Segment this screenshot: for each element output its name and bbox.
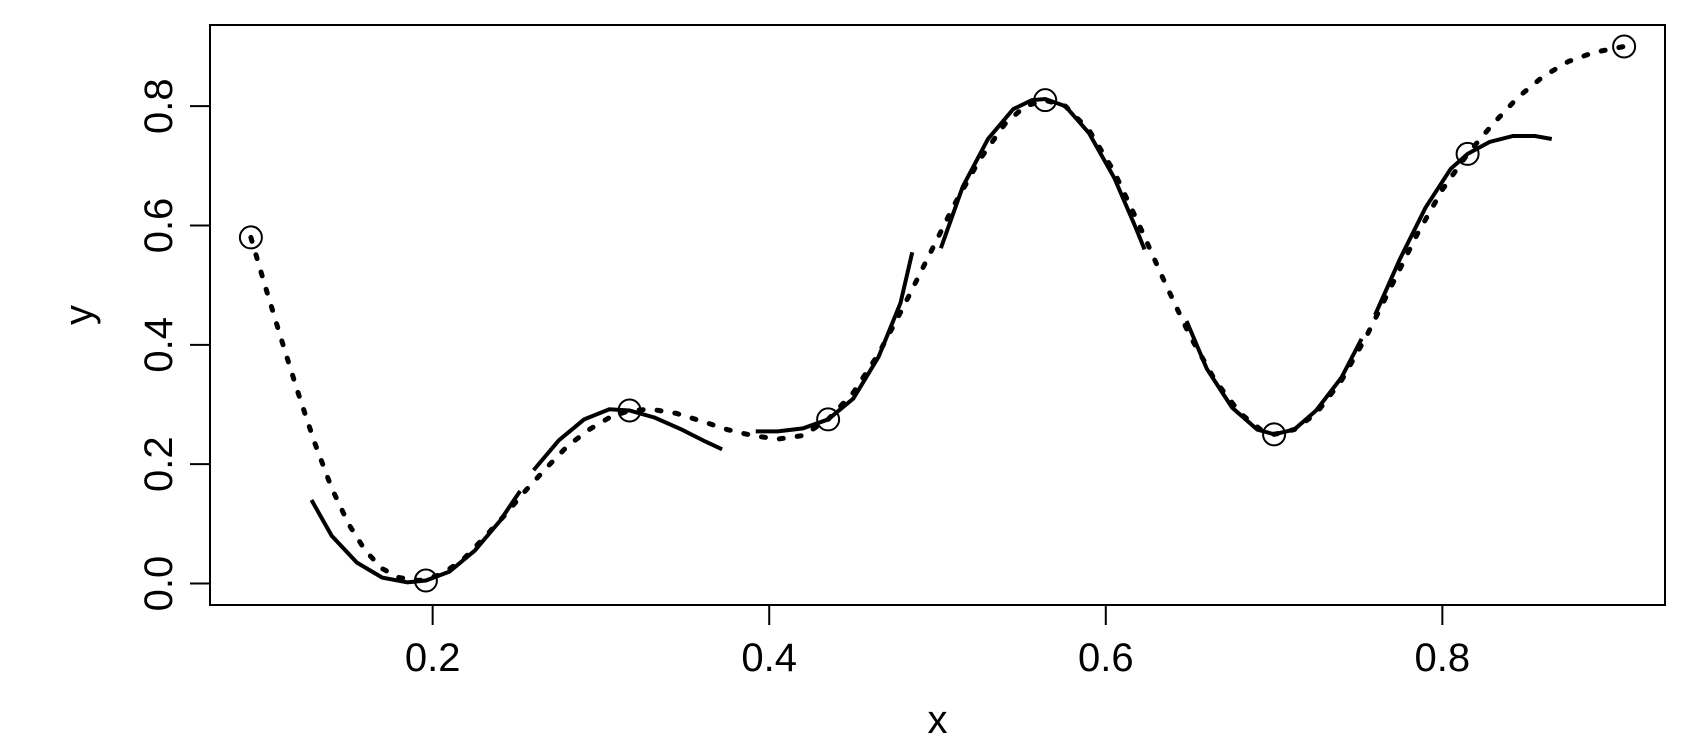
y-tick-label: 0.6 <box>137 198 181 254</box>
y-tick-label: 0.8 <box>137 78 181 134</box>
y-tick-label: 0.4 <box>137 317 181 373</box>
line-chart: 0.2 0.4 0.6 0.8 0.0 0.2 0.4 0.6 0.8 x y <box>0 0 1703 743</box>
chart-container: 0.2 0.4 0.6 0.8 0.0 0.2 0.4 0.6 0.8 x y <box>0 0 1703 743</box>
x-axis-label: x <box>928 698 948 742</box>
x-tick-label: 0.8 <box>1415 636 1471 680</box>
x-tick-label: 0.4 <box>741 636 797 680</box>
y-tick-label: 0.2 <box>137 436 181 492</box>
y-axis-label: y <box>57 305 101 325</box>
y-tick-label: 0.0 <box>137 556 181 612</box>
x-tick-label: 0.6 <box>1078 636 1134 680</box>
x-tick-label: 0.2 <box>405 636 461 680</box>
